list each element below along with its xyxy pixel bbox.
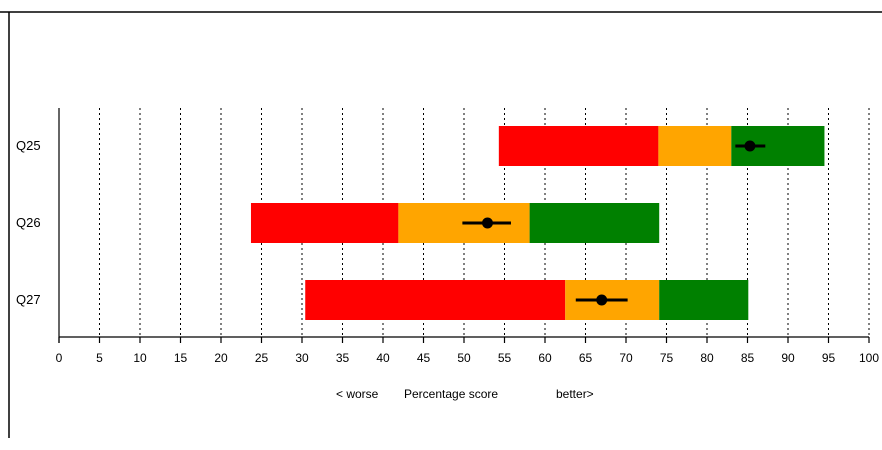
xlabel-worse: < worse [336, 387, 379, 401]
row-label-q27: Q27 [16, 292, 41, 307]
x-tick-label-10: 10 [133, 351, 147, 365]
x-tick-label-35: 35 [335, 351, 350, 365]
xlabel-better: better> [556, 387, 594, 401]
x-tick-label-65: 65 [578, 351, 593, 365]
x-tick-label-40: 40 [376, 351, 390, 365]
x-tick-label-85: 85 [740, 351, 755, 365]
bars-group [250, 126, 825, 320]
x-tick-label-80: 80 [700, 351, 714, 365]
x-tick-label-0: 0 [55, 351, 63, 365]
x-tick-label-60: 60 [538, 351, 552, 365]
bar-q26-high [529, 203, 660, 243]
x-tick-label-5: 5 [96, 351, 103, 365]
bar-q27-low [305, 280, 566, 320]
bar-q27-high [659, 280, 749, 320]
row-label-q26: Q26 [16, 215, 41, 230]
markers-group [462, 140, 766, 306]
x-tick-label-30: 30 [295, 351, 309, 365]
x-tick-label-70: 70 [619, 351, 633, 365]
x-tick-label-50: 50 [457, 351, 471, 365]
x-tick-label-100: 100 [858, 351, 880, 365]
bar-q26-low [250, 203, 399, 243]
x-tick-label-25: 25 [254, 351, 269, 365]
x-tick-label-45: 45 [416, 351, 431, 365]
x-axis [58, 108, 870, 343]
x-tick-label-95: 95 [821, 351, 836, 365]
score-marker-q26 [481, 217, 493, 229]
xlabel-center: Percentage score [404, 387, 499, 401]
bar-q25-low [498, 126, 659, 166]
x-tick-label-15: 15 [173, 351, 188, 365]
score-marker-q25 [744, 140, 756, 152]
x-tick-label-55: 55 [497, 351, 512, 365]
x-tick-label-90: 90 [781, 351, 795, 365]
row-label-q25: Q25 [16, 138, 41, 153]
x-tick-label-20: 20 [214, 351, 228, 365]
bar-q25-mid [658, 126, 732, 166]
x-tick-label-75: 75 [659, 351, 674, 365]
score-marker-q27 [596, 294, 608, 306]
